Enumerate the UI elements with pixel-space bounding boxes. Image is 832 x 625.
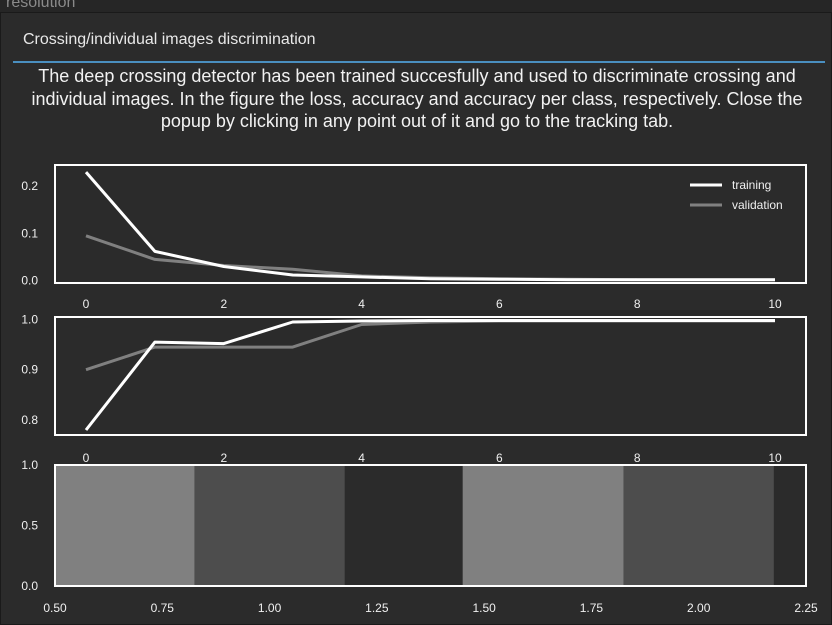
- chart2-ytick-label: 0.8: [21, 413, 38, 427]
- chart1-frame: [54, 164, 807, 284]
- chart3-xtick-label: 0.75: [151, 601, 175, 615]
- chart2-frame: [54, 316, 807, 436]
- chart3-xtick-label: 1.50: [472, 601, 496, 615]
- chart3-bar-4: [623, 465, 774, 586]
- title-divider: [13, 61, 825, 63]
- chart1-ytick-label: 0.0: [21, 274, 38, 288]
- chart1-xtick-label: 0: [83, 297, 90, 311]
- chart3-bar-2: [194, 465, 345, 586]
- chart1-series-training: [84, 171, 775, 282]
- chart1-xtick-label: 8: [634, 297, 641, 311]
- chart2-xtick-label: 4: [358, 451, 365, 465]
- legend-label-validation: validation: [732, 198, 783, 212]
- chart2-xtick-label: 8: [634, 451, 641, 465]
- chart2-ytick-label: 0.9: [21, 363, 38, 377]
- discrimination-popup[interactable]: Crossing/individual images discriminatio…: [0, 12, 832, 625]
- chart1-xtick-label: 6: [496, 297, 503, 311]
- chart3-ytick-label: 1.0: [21, 458, 38, 472]
- chart1-ytick-label: 0.1: [21, 226, 38, 240]
- chart2-xtick-label: 0: [83, 451, 90, 465]
- chart3-xtick-label: 2.25: [794, 601, 818, 615]
- chart1-xtick-label: 2: [220, 297, 227, 311]
- popup-message: The deep crossing detector has been trai…: [31, 66, 803, 131]
- popup-title: Crossing/individual images discriminatio…: [23, 31, 316, 48]
- chart1-xtick-label: 10: [768, 297, 782, 311]
- chart3-frame: [54, 464, 807, 587]
- chart3-xtick-label: 0.50: [43, 601, 67, 615]
- chart3-bar-1: [55, 465, 195, 586]
- chart3-xtick-label: 2.00: [687, 601, 711, 615]
- chart1-ytick-label: 0.2: [21, 179, 38, 193]
- chart2-ytick-label: 1.0: [21, 313, 38, 327]
- chart3-bar-3: [462, 465, 624, 586]
- chart3-xtick-label: 1.75: [580, 601, 604, 615]
- chart3-xtick-label: 1.00: [258, 601, 282, 615]
- chart2-xtick-label: 2: [220, 451, 227, 465]
- legend-label-training: training: [732, 178, 771, 192]
- chart3-ytick-label: 0.0: [21, 579, 38, 593]
- chart2-xtick-label: 10: [768, 451, 782, 465]
- chart2-series-training: [84, 319, 775, 431]
- background-window-text: resolution: [6, 0, 76, 11]
- chart3-ytick-label: 0.5: [21, 519, 38, 533]
- chart3-xtick-label: 1.25: [365, 601, 389, 615]
- chart1-xtick-label: 4: [358, 297, 365, 311]
- chart2-xtick-label: 6: [496, 451, 503, 465]
- chart2-series-validation: [85, 319, 775, 372]
